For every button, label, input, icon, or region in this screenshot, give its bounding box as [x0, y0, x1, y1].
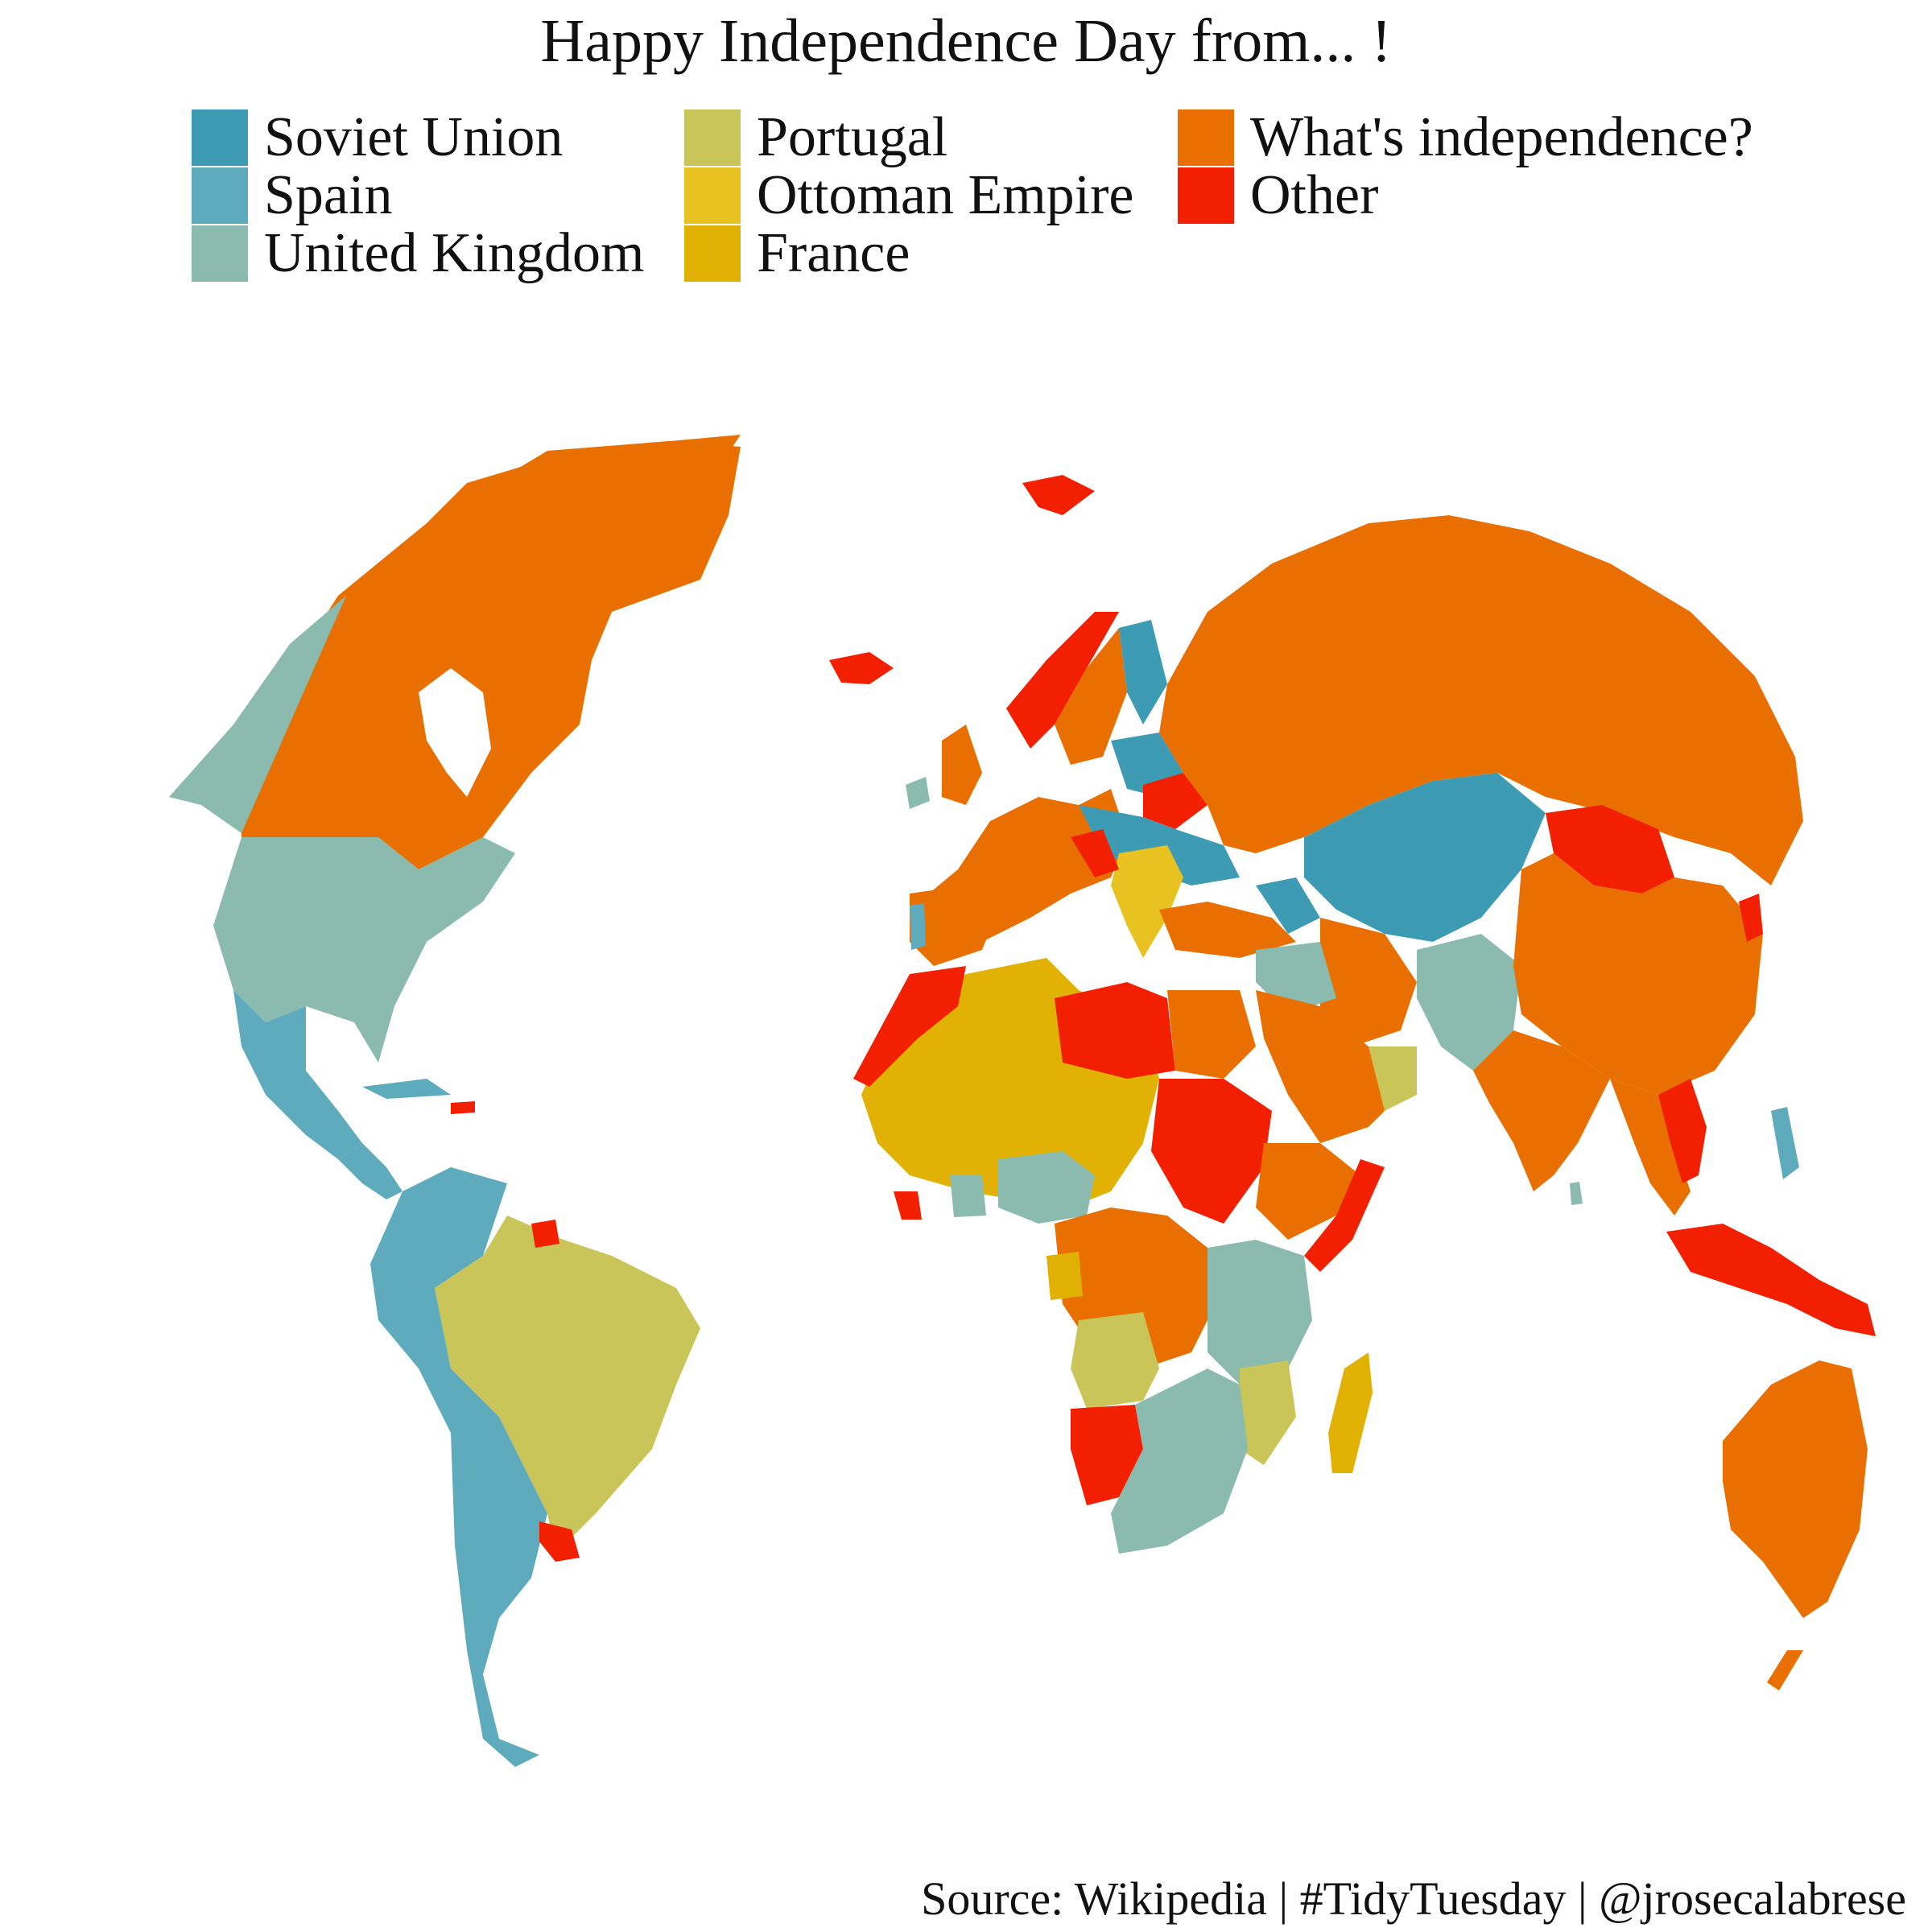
hispaniola	[451, 1101, 475, 1114]
indochina	[1658, 1079, 1707, 1183]
west-africa-uk	[998, 1151, 1095, 1224]
australia	[1723, 1360, 1868, 1618]
legend-swatch	[684, 167, 741, 224]
legend-label: Soviet Union	[264, 106, 564, 168]
afghanistan-pakistan	[1417, 934, 1521, 1071]
legend-item-soviet-union: Soviet Union	[192, 106, 563, 168]
brazil	[435, 1216, 700, 1554]
legend-item-other: Other	[1178, 164, 1378, 226]
sudan	[1151, 1079, 1272, 1224]
iran	[1320, 918, 1417, 1046]
caucasus	[1256, 877, 1320, 934]
balkans-ottoman	[1111, 845, 1183, 958]
canada	[242, 441, 741, 869]
ukraine-ussr	[1079, 805, 1240, 886]
angola-portugal	[1071, 1312, 1159, 1409]
legend-item-united-kingdom: United Kingdom	[192, 222, 644, 284]
mongolia	[1546, 805, 1674, 894]
east-africa-uk	[1208, 1240, 1312, 1385]
belarus	[1143, 773, 1208, 829]
legend-item-ottoman-empire: Ottoman Empire	[684, 164, 1134, 226]
ghana	[950, 1175, 986, 1217]
finland	[1119, 620, 1167, 724]
legend-label: Other	[1250, 164, 1379, 226]
uruguay	[539, 1521, 580, 1562]
alaska	[169, 596, 346, 833]
somalia	[1304, 1159, 1385, 1272]
china	[1513, 853, 1763, 1095]
legend-swatch	[1178, 109, 1234, 166]
russia	[1159, 515, 1803, 886]
egypt	[1167, 990, 1256, 1079]
legend-label: Ottoman Empire	[757, 164, 1134, 226]
scandinavia-norway	[1006, 612, 1119, 749]
libya	[1055, 982, 1175, 1079]
congo-brazzaville	[1046, 1252, 1083, 1300]
greenland	[427, 435, 741, 531]
new-zealand	[1767, 1650, 1803, 1690]
map-title: Happy Independence Day from... !	[540, 7, 1392, 75]
turkey	[1159, 902, 1296, 958]
ireland	[906, 777, 930, 809]
legend-label: What's independence?	[1250, 106, 1753, 168]
philippines	[1771, 1107, 1799, 1179]
india	[1473, 1030, 1610, 1191]
portugal	[910, 903, 926, 950]
uk	[942, 724, 982, 805]
legend-item-whats-independence: What's independence?	[1178, 106, 1753, 168]
arabian-peninsula	[1256, 990, 1401, 1143]
legend: Soviet Union Spain United Kingdom Portug…	[192, 106, 1818, 291]
legend-swatch	[684, 109, 741, 166]
central-asia-ussr	[1304, 773, 1546, 942]
legend-swatch	[1178, 167, 1234, 224]
legend-swatch	[192, 225, 248, 282]
legend-label: France	[757, 222, 910, 284]
southeast-asia	[1610, 1079, 1690, 1216]
sri-lanka	[1570, 1182, 1583, 1205]
scandinavia-sweden	[1055, 628, 1127, 765]
morocco-western-sahara	[853, 966, 966, 1087]
legend-label: Portugal	[757, 106, 948, 168]
southern-africa-uk	[1111, 1368, 1248, 1554]
croatia	[1071, 829, 1119, 877]
mexico	[233, 990, 362, 1159]
central-america	[338, 1143, 402, 1199]
liberia	[894, 1191, 922, 1220]
indonesia	[1666, 1224, 1876, 1336]
horn-of-africa	[1256, 1143, 1360, 1240]
guianas	[531, 1220, 559, 1248]
iceland	[829, 652, 894, 684]
source-caption: Source: Wikipedia | #TidyTuesday | @jros…	[921, 1872, 1906, 1925]
hudson-bay	[419, 668, 491, 797]
legend-item-spain: Spain	[192, 164, 392, 226]
legend-swatch	[684, 225, 741, 282]
south-america-spain	[370, 1167, 547, 1767]
legend-label: United Kingdom	[264, 222, 645, 284]
legend-item-france: France	[684, 222, 910, 284]
mozambique	[1240, 1360, 1296, 1465]
svalbard	[1022, 475, 1095, 515]
korea	[1739, 894, 1763, 942]
legend-swatch	[192, 167, 248, 224]
usa	[213, 837, 515, 1063]
legend-label: Spain	[264, 164, 393, 226]
iberia	[910, 886, 998, 966]
oman-yemen	[1368, 1046, 1417, 1111]
madagascar	[1328, 1352, 1373, 1473]
legend-swatch	[192, 109, 248, 166]
cuba	[362, 1079, 451, 1099]
legend-item-portugal: Portugal	[684, 106, 947, 168]
namibia	[1071, 1405, 1143, 1505]
